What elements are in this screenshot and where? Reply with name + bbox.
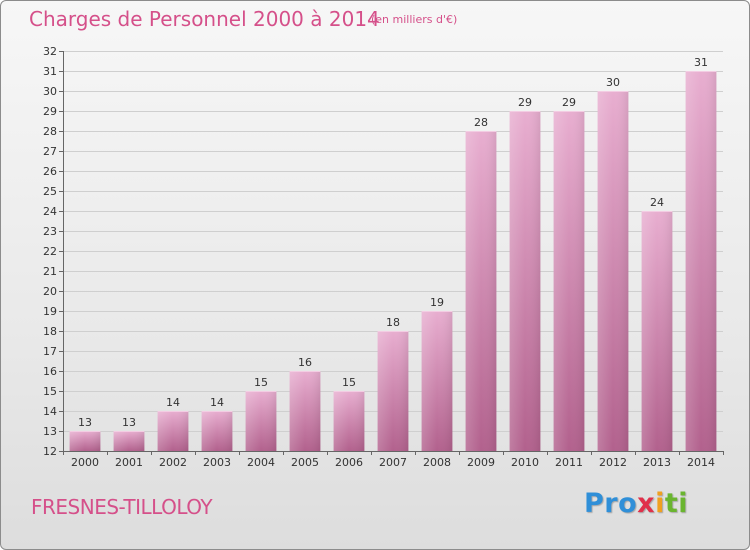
bar-value-label: 14 <box>210 396 224 409</box>
bar-value-label: 29 <box>518 96 532 109</box>
bar-shade <box>509 111 541 451</box>
y-tick-label: 22 <box>43 245 57 258</box>
bar-value-label: 13 <box>122 416 136 429</box>
bar-value-label: 19 <box>430 296 444 309</box>
y-tick-label: 12 <box>43 445 57 458</box>
bar-value-label: 18 <box>386 316 400 329</box>
y-tick-label: 17 <box>43 345 57 358</box>
axes <box>59 51 724 455</box>
bar-shade <box>113 431 145 451</box>
bar-shade <box>553 111 585 451</box>
y-tick-label: 25 <box>43 185 57 198</box>
y-tick-label: 30 <box>43 85 57 98</box>
x-tick-label: 2011 <box>555 456 583 469</box>
bar-value-label: 30 <box>606 76 620 89</box>
chart-subtitle: (en milliers d'€) <box>371 13 458 26</box>
bar-value-label: 16 <box>298 356 312 369</box>
bar-shade <box>465 131 497 451</box>
x-tick-label: 2001 <box>115 456 143 469</box>
bar-value-label: 14 <box>166 396 180 409</box>
bar-shade <box>69 431 101 451</box>
y-tick-label: 14 <box>43 405 57 418</box>
bar-value-label: 28 <box>474 116 488 129</box>
x-tick-label: 2009 <box>467 456 495 469</box>
proxiti-logo[interactable]: Proxiti <box>584 488 688 519</box>
bar-value-label: 15 <box>342 376 356 389</box>
x-tick-label: 2005 <box>291 456 319 469</box>
bar-value-label: 13 <box>78 416 92 429</box>
y-tick-label: 23 <box>43 225 57 238</box>
y-tick-label: 13 <box>43 425 57 438</box>
y-tick-label: 26 <box>43 165 57 178</box>
bars <box>69 71 717 451</box>
y-tick-label: 28 <box>43 125 57 138</box>
logo-part-1: Pro <box>584 488 638 519</box>
x-tick-label: 2003 <box>203 456 231 469</box>
bar-shade <box>157 411 189 451</box>
y-tick-label: 15 <box>43 385 57 398</box>
x-tick-label: 2013 <box>643 456 671 469</box>
bar-value-label: 15 <box>254 376 268 389</box>
bar-shade <box>201 411 233 451</box>
y-tick-label: 16 <box>43 365 57 378</box>
y-tick-labels: 12 13 14 15 16 17 18 19 20 21 22 23 24 25 26 27 28 29 30 31… <box>43 45 57 458</box>
bar-shade <box>597 91 629 451</box>
y-tick-label: 24 <box>43 205 57 218</box>
x-tick-label: 2002 <box>159 456 187 469</box>
bar-value-label: 24 <box>650 196 664 209</box>
x-tick-label: 2008 <box>423 456 451 469</box>
bar-shade <box>641 211 673 451</box>
x-tick-label: 2006 <box>335 456 363 469</box>
bar-shade <box>245 391 277 451</box>
x-tick-label: 2010 <box>511 456 539 469</box>
bar-shade <box>421 311 453 451</box>
bar-value-label: 29 <box>562 96 576 109</box>
y-tick-label: 29 <box>43 105 57 118</box>
x-tick-label: 2014 <box>687 456 715 469</box>
bar-shade <box>377 331 409 451</box>
logo-part-2: x <box>637 488 656 519</box>
x-tick-label: 2004 <box>247 456 275 469</box>
y-tick-label: 21 <box>43 265 57 278</box>
y-tick-label: 19 <box>43 305 57 318</box>
bar-value-label: 31 <box>694 56 708 69</box>
place-name: FRESNES-TILLOLOY <box>31 495 213 519</box>
y-tick-label: 31 <box>43 65 57 78</box>
bar-labels: 13 13 14 14 15 16 15 18 19 28 29 29 30 24 31 <box>78 56 708 429</box>
bar-shade <box>333 391 365 451</box>
x-tick-label: 2012 <box>599 456 627 469</box>
y-tick-label: 18 <box>43 325 57 338</box>
x-tick-label: 2007 <box>379 456 407 469</box>
x-tick-labels: 2000 2001 2002 2003 2004 2005 2006 2007 2008 2009… <box>71 456 715 469</box>
x-tick-label: 2000 <box>71 456 99 469</box>
y-tick-label: 27 <box>43 145 57 158</box>
logo-part-3: i <box>655 488 665 519</box>
bar-shade <box>685 71 717 451</box>
y-tick-label: 32 <box>43 45 57 58</box>
chart-title: Charges de Personnel 2000 à 2014 <box>29 7 380 31</box>
bar-shade <box>289 371 321 451</box>
y-tick-label: 20 <box>43 285 57 298</box>
logo-part-4: ti <box>664 488 689 519</box>
